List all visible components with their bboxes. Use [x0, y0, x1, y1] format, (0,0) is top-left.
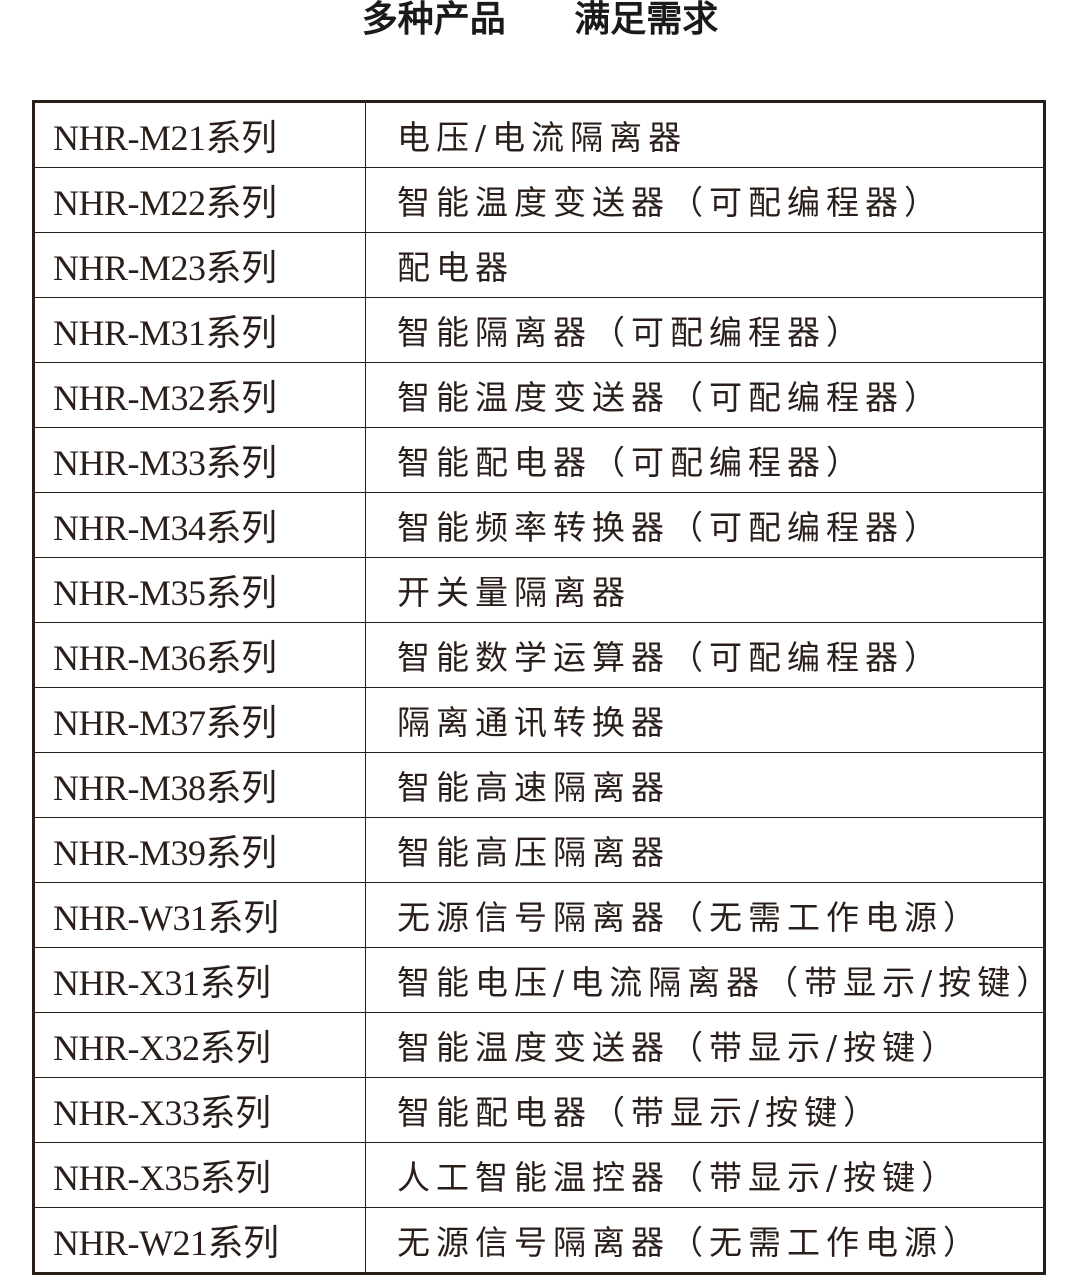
description-cell: 电压/电流隔离器 — [365, 101, 1045, 168]
table-row: NHR-M35系列 开关量隔离器 — [33, 557, 1045, 623]
description-cell: 开关量隔离器 — [365, 557, 1045, 623]
description-cell: 智能电压/电流隔离器（带显示/按键） — [365, 947, 1049, 1013]
description-cell: 智能温度变送器（带显示/按键） — [365, 1012, 1045, 1078]
table-row: NHR-M32系列 智能温度变送器（可配编程器） — [33, 362, 1045, 428]
model-cell: NHR-M38系列 — [33, 752, 366, 818]
description-cell: 无源信号隔离器（无需工作电源） — [365, 1207, 1045, 1274]
description-cell: 智能数学运算器（可配编程器） — [365, 622, 1045, 688]
model-cell: NHR-M32系列 — [33, 362, 366, 428]
model-cell: NHR-M37系列 — [33, 687, 366, 753]
table-row: NHR-M31系列 智能隔离器（可配编程器） — [33, 297, 1045, 363]
description-cell: 智能高速隔离器 — [365, 752, 1045, 818]
description-cell: 隔离通讯转换器 — [365, 687, 1045, 753]
table-row: NHR-M39系列 智能高压隔离器 — [33, 817, 1045, 883]
description-cell: 智能温度变送器（可配编程器） — [365, 167, 1045, 233]
table-row: NHR-M22系列 智能温度变送器（可配编程器） — [33, 167, 1045, 233]
model-cell: NHR-X33系列 — [33, 1077, 366, 1143]
table-row: NHR-M21系列 电压/电流隔离器 — [33, 101, 1045, 168]
title-part-2: 满足需求 — [574, 0, 719, 40]
description-cell: 智能高压隔离器 — [365, 817, 1045, 883]
description-cell: 配电器 — [365, 232, 1045, 298]
model-cell: NHR-M35系列 — [33, 557, 366, 623]
table-row: NHR-X31系列 智能电压/电流隔离器（带显示/按键） — [33, 947, 1049, 1013]
model-cell: NHR-W21系列 — [33, 1207, 366, 1274]
description-cell: 无源信号隔离器（无需工作电源） — [365, 882, 1045, 948]
table-row: NHR-M34系列 智能频率转换器（可配编程器） — [33, 492, 1045, 558]
table-row: NHR-X32系列 智能温度变送器（带显示/按键） — [33, 1012, 1045, 1078]
model-cell: NHR-M33系列 — [33, 427, 366, 493]
page-title: 多种产品 满足需求 — [0, 0, 1080, 42]
table-row: NHR-M37系列 隔离通讯转换器 — [33, 687, 1045, 753]
table-row: NHR-M38系列 智能高速隔离器 — [33, 752, 1045, 818]
model-cell: NHR-M31系列 — [33, 297, 366, 363]
table-row: NHR-W31系列 无源信号隔离器（无需工作电源） — [33, 882, 1045, 948]
table-row: NHR-M36系列 智能数学运算器（可配编程器） — [33, 622, 1045, 688]
model-cell: NHR-M22系列 — [33, 167, 366, 233]
description-cell: 智能配电器（带显示/按键） — [365, 1077, 1045, 1143]
description-cell: 智能配电器（可配编程器） — [365, 427, 1045, 493]
model-cell: NHR-M23系列 — [33, 232, 366, 298]
table-row: NHR-X35系列 人工智能温控器（带显示/按键） — [33, 1142, 1045, 1208]
model-cell: NHR-M36系列 — [33, 622, 366, 688]
description-cell: 智能隔离器（可配编程器） — [365, 297, 1045, 363]
title-part-1: 多种产品 — [361, 0, 506, 40]
table-row: NHR-X33系列 智能配电器（带显示/按键） — [33, 1077, 1045, 1143]
description-cell: 智能频率转换器（可配编程器） — [365, 492, 1045, 558]
description-cell: 智能温度变送器（可配编程器） — [365, 362, 1045, 428]
model-cell: NHR-W31系列 — [33, 882, 366, 948]
model-cell: NHR-M21系列 — [33, 101, 366, 168]
model-cell: NHR-M34系列 — [33, 492, 366, 558]
table-row: NHR-M23系列 配电器 — [33, 232, 1045, 298]
model-cell: NHR-X35系列 — [33, 1142, 366, 1208]
model-cell: NHR-M39系列 — [33, 817, 366, 883]
model-cell: NHR-X32系列 — [33, 1012, 366, 1078]
description-cell: 人工智能温控器（带显示/按键） — [365, 1142, 1045, 1208]
product-table: NHR-M21系列 电压/电流隔离器 NHR-M22系列 智能温度变送器（可配编程器）… — [32, 100, 1049, 1275]
table-row: NHR-M33系列 智能配电器（可配编程器） — [33, 427, 1045, 493]
model-cell: NHR-X31系列 — [33, 947, 366, 1013]
table-row: NHR-W21系列 无源信号隔离器（无需工作电源） — [33, 1207, 1045, 1274]
